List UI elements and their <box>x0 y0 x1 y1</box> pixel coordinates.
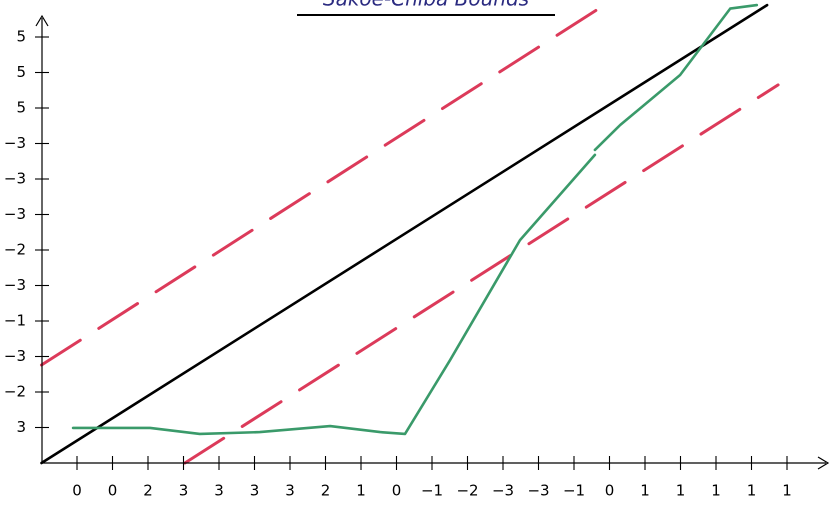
x-tick-label: 1 <box>640 482 650 500</box>
x-tick-label: 3 <box>250 482 260 500</box>
x-tick-label: 0 <box>392 482 402 500</box>
x-tick-label: 3 <box>285 482 295 500</box>
x-tick-label: 1 <box>676 482 686 500</box>
y-tick-label: 3 <box>16 418 26 436</box>
y-tick-label: −3 <box>4 170 26 188</box>
series-line <box>40 3 769 465</box>
x-tick-label: 1 <box>356 482 366 500</box>
chart-title: Sakoe-Chiba Bounds <box>323 0 529 11</box>
y-tick-label: −3 <box>4 347 26 365</box>
y-tick-label: −3 <box>4 205 26 223</box>
x-tick-label: 3 <box>214 482 224 500</box>
y-tick-label: −3 <box>4 134 26 152</box>
x-tick-label: 3 <box>179 482 189 500</box>
x-tick-label: 0 <box>108 482 118 500</box>
x-tick-label: 0 <box>72 482 82 500</box>
x-tick-label: 0 <box>605 482 615 500</box>
y-tick-label: 5 <box>16 63 26 81</box>
y-tick-label: −2 <box>4 241 26 259</box>
x-tick-label: 1 <box>747 482 757 500</box>
x-tick-label: −3 <box>492 482 514 500</box>
y-tick-label: 5 <box>16 28 26 46</box>
x-tick-label: −2 <box>456 482 478 500</box>
series-line <box>71 3 759 436</box>
x-tick-label: 1 <box>711 482 721 500</box>
x-tick-label: 1 <box>782 482 792 500</box>
plot-area <box>40 0 780 465</box>
y-axis-arrow <box>35 14 49 27</box>
y-tick-label: −2 <box>4 383 26 401</box>
y-tick-label: 5 <box>16 99 26 117</box>
x-tick-label: −3 <box>527 482 549 500</box>
series-line <box>183 83 780 465</box>
y-tick-label: −1 <box>4 312 26 330</box>
x-tick-label: 2 <box>321 482 331 500</box>
x-tick-label: −1 <box>421 482 443 500</box>
x-tick-label: 2 <box>143 482 153 500</box>
x-tick-label: −1 <box>563 482 585 500</box>
x-axis-arrow <box>817 456 830 470</box>
y-tick-label: −3 <box>4 276 26 294</box>
series-line <box>40 0 614 367</box>
